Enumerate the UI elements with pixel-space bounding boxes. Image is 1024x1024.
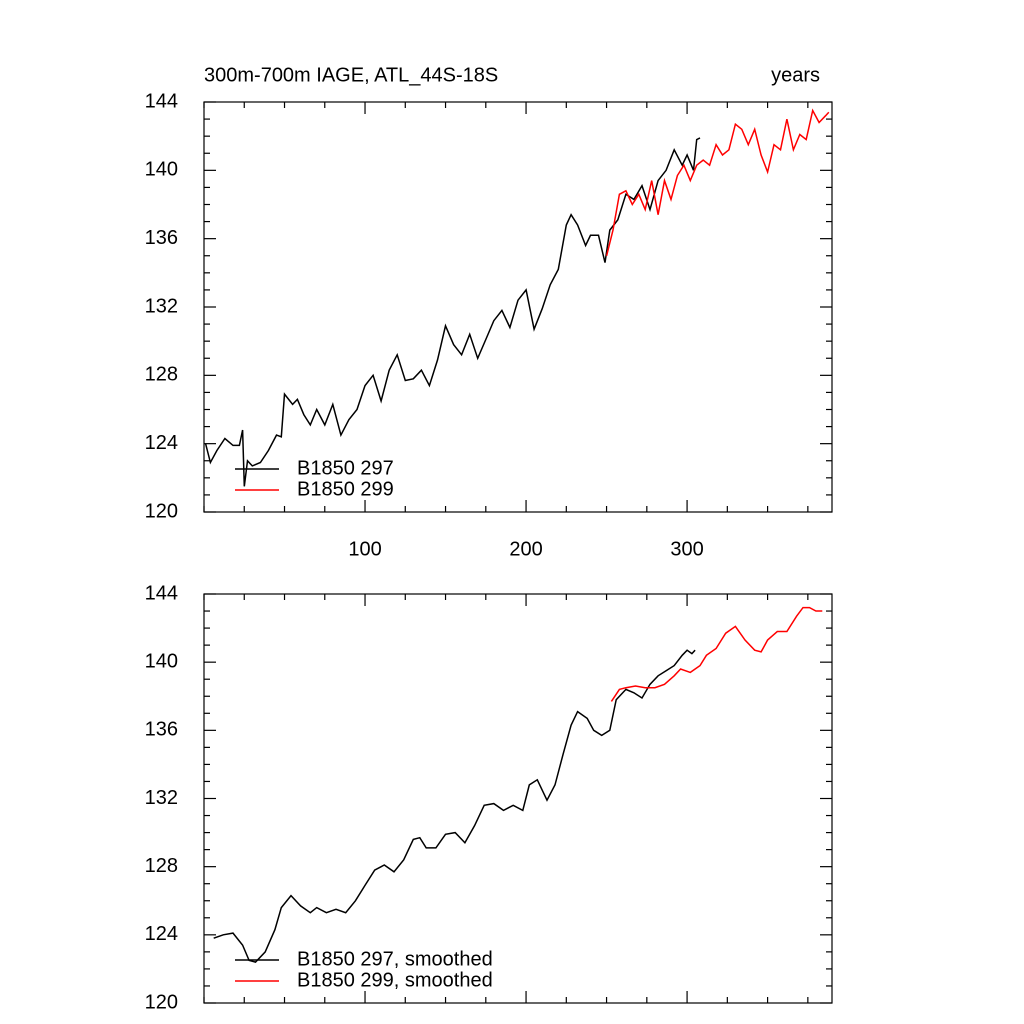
y-tick-label: 120 bbox=[145, 500, 178, 522]
y-tick-label: 132 bbox=[145, 295, 178, 317]
y-tick-label: 140 bbox=[145, 650, 178, 672]
legend-label: B1850 297 bbox=[297, 457, 394, 479]
data-line bbox=[204, 137, 701, 487]
legend-label: B1850 299, smoothed bbox=[297, 969, 493, 991]
data-line bbox=[610, 606, 823, 702]
y-tick-label: 128 bbox=[145, 855, 178, 877]
y-tick-label: 144 bbox=[145, 90, 178, 112]
data-line bbox=[213, 649, 696, 963]
y-tick-label: 132 bbox=[145, 787, 178, 809]
legend-label: B1850 297, smoothed bbox=[297, 948, 493, 970]
y-tick-label: 124 bbox=[145, 923, 178, 945]
y-tick-label: 140 bbox=[145, 159, 178, 181]
x-tick-label: 300 bbox=[670, 538, 703, 560]
chart-title: 300m-700m IAGE, ATL_44S-18S bbox=[204, 64, 498, 86]
x-tick-label: 200 bbox=[509, 538, 542, 560]
y-tick-label: 144 bbox=[145, 582, 178, 604]
plot-frame bbox=[203, 593, 833, 1004]
y-tick-label: 136 bbox=[145, 227, 178, 249]
y-tick-label: 128 bbox=[145, 364, 178, 386]
legend-label: B1850 299 bbox=[297, 478, 394, 500]
x-tick-label: 100 bbox=[348, 538, 381, 560]
data-line bbox=[605, 108, 830, 256]
axis-unit-label: years bbox=[771, 64, 820, 86]
y-tick-label: 120 bbox=[145, 991, 178, 1013]
plot-frame bbox=[203, 101, 833, 513]
y-tick-label: 136 bbox=[145, 719, 178, 741]
y-tick-label: 124 bbox=[145, 432, 178, 454]
